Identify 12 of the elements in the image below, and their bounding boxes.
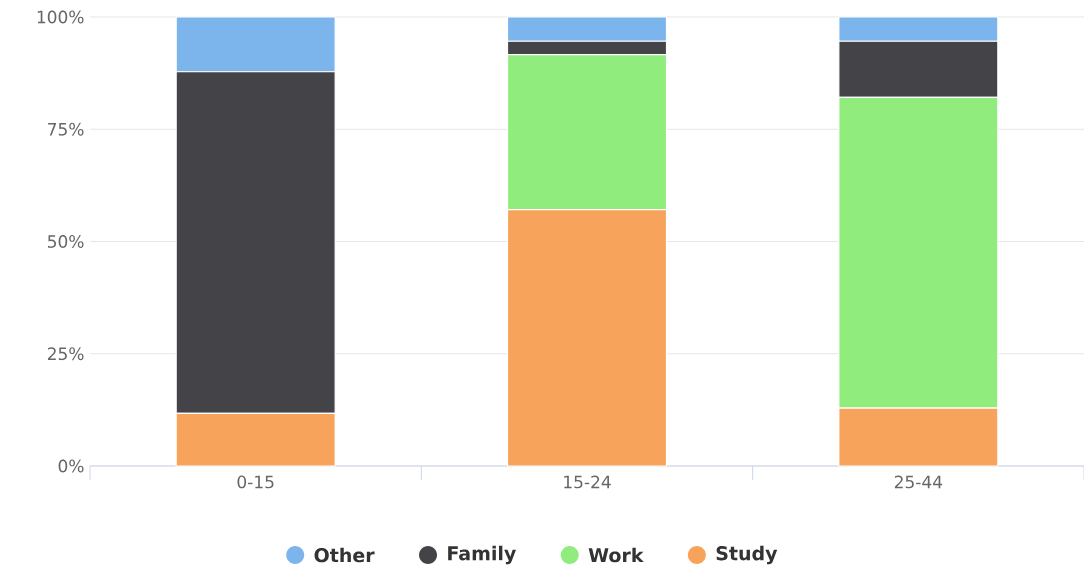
legend-label: Study <box>716 545 778 565</box>
y-tick-label: 100% <box>37 10 84 24</box>
y-tick-label: 50% <box>48 235 84 248</box>
y-tick-label: 75% <box>48 122 84 136</box>
legend-label: Work <box>588 547 644 563</box>
legend-label: Other <box>314 547 375 563</box>
x-tick-label: 25-44 <box>894 475 943 489</box>
y-tick-label: 25% <box>47 347 84 361</box>
x-tick-label: 0-15 <box>237 475 274 489</box>
x-tick-label: 15-24 <box>564 475 611 489</box>
y-tick-label: 0% <box>58 459 84 473</box>
legend-label: Family <box>448 545 516 565</box>
